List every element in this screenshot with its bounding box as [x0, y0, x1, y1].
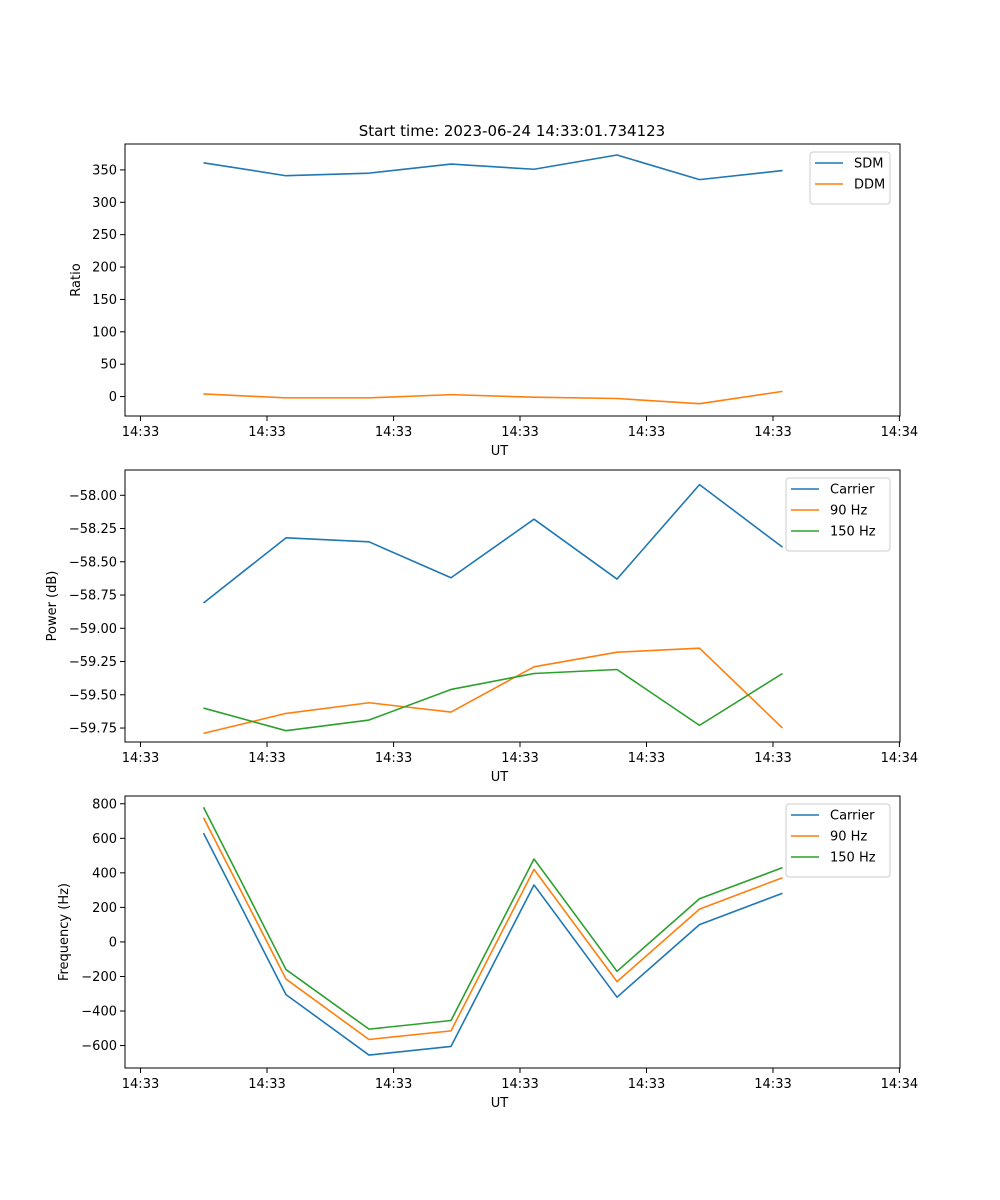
x-tick-label: 14:33 [122, 1077, 159, 1092]
power-panel: 14:33 14:33 14:33 14:33 14:33 14:33 14:34 −59.7… [45, 469, 918, 785]
x-tick-label: 14:33 [501, 1077, 538, 1092]
legend-label: Carrier [830, 809, 875, 824]
x-tick-label: 14:33 [628, 425, 665, 440]
x-axis-label: UT [491, 444, 509, 459]
y-tick-label: −59.75 [69, 722, 117, 737]
axes-frame [124, 795, 901, 1069]
series-line-carrier [202, 832, 783, 1056]
y-tick-label: −58.75 [69, 589, 117, 604]
x-tick-label: 14:33 [628, 1077, 665, 1092]
y-tick-label: 350 [92, 163, 117, 178]
y-axis-label: Frequency (Hz) [57, 883, 72, 981]
legend-label: SDM [854, 157, 883, 172]
x-tick-label: 14:33 [122, 751, 159, 766]
y-tick-label: −59.25 [69, 655, 117, 670]
y-axis-label: Ratio [69, 263, 84, 296]
series-line-sdm [203, 154, 783, 181]
y-tick-label: 250 [92, 228, 117, 243]
y-tick-label: −600 [81, 1039, 117, 1054]
y-tick-label: −59.00 [69, 622, 117, 637]
y-tick-label: −58.00 [69, 489, 117, 504]
y-axis-label: Power (dB) [45, 571, 60, 642]
x-axis-label: UT [491, 1096, 509, 1111]
y-tick-label: 600 [92, 832, 117, 847]
y-tick-label: −59.50 [69, 688, 117, 703]
legend-label: 90 Hz [830, 504, 867, 519]
axes-frame [124, 469, 901, 743]
legend-label: 150 Hz [830, 525, 876, 540]
x-tick-label: 14:33 [754, 1077, 791, 1092]
x-tick-label: 14:33 [628, 751, 665, 766]
legend-box [785, 477, 891, 552]
x-tick-label: 14:33 [248, 425, 285, 440]
figure-title: Start time: 2023-06-24 14:33:01.734123 [359, 122, 665, 140]
series-line-ddm [203, 390, 783, 405]
legend-label: Carrier [830, 483, 875, 498]
ratio-panel: 14:33 14:33 14:33 14:33 14:33 14:33 14:34 0 50 10… [69, 143, 918, 459]
y-tick-label: 200 [92, 901, 117, 916]
legend-label: 150 Hz [830, 851, 876, 866]
x-tick-label: 14:33 [248, 1077, 285, 1092]
y-tick-label: 400 [92, 866, 117, 881]
x-tick-label: 14:33 [375, 1077, 412, 1092]
frequency-panel: 14:33 14:33 14:33 14:33 14:33 14:33 14:34 −600 −… [57, 795, 918, 1111]
x-tick-label: 14:33 [754, 425, 791, 440]
x-tick-label: 14:34 [881, 425, 918, 440]
y-tick-label: 0 [109, 390, 117, 405]
x-tick-label: 14:33 [248, 751, 285, 766]
y-tick-label: 150 [92, 293, 117, 308]
legend-box [785, 803, 891, 878]
y-tick-label: −200 [81, 970, 117, 985]
series-line-carrier [203, 483, 783, 604]
legend-box [809, 151, 891, 205]
x-axis-label: UT [491, 770, 509, 785]
series-line-150-hz [203, 668, 783, 732]
legend-label: 90 Hz [830, 830, 867, 845]
series-line-90-hz [202, 817, 783, 1041]
x-tick-label: 14:33 [375, 425, 412, 440]
y-tick-label: 50 [100, 358, 117, 373]
y-tick-label: −58.50 [69, 555, 117, 570]
x-tick-label: 14:33 [754, 751, 791, 766]
x-tick-label: 14:34 [881, 751, 918, 766]
y-tick-label: 0 [109, 935, 117, 950]
y-tick-label: 200 [92, 261, 117, 276]
y-tick-label: −400 [81, 1005, 117, 1020]
legend-label: DDM [854, 178, 885, 193]
x-tick-label: 14:33 [501, 425, 538, 440]
x-tick-label: 14:33 [375, 751, 412, 766]
y-tick-label: 100 [92, 325, 117, 340]
series-line-90-hz [203, 647, 784, 735]
y-tick-label: 300 [92, 196, 117, 211]
y-tick-label: −58.25 [69, 522, 117, 537]
x-tick-label: 14:33 [501, 751, 538, 766]
series-line-150-hz [202, 806, 783, 1030]
x-tick-label: 14:34 [881, 1077, 918, 1092]
y-tick-label: 800 [92, 797, 117, 812]
x-tick-label: 14:33 [122, 425, 159, 440]
axes-frame [124, 143, 901, 417]
